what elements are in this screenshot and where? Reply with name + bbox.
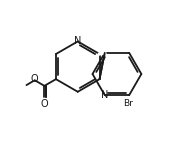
Text: O: O [41,99,48,109]
Text: N: N [74,36,81,46]
Text: O: O [30,74,38,84]
Text: Br: Br [123,99,133,108]
Text: N: N [101,90,108,100]
